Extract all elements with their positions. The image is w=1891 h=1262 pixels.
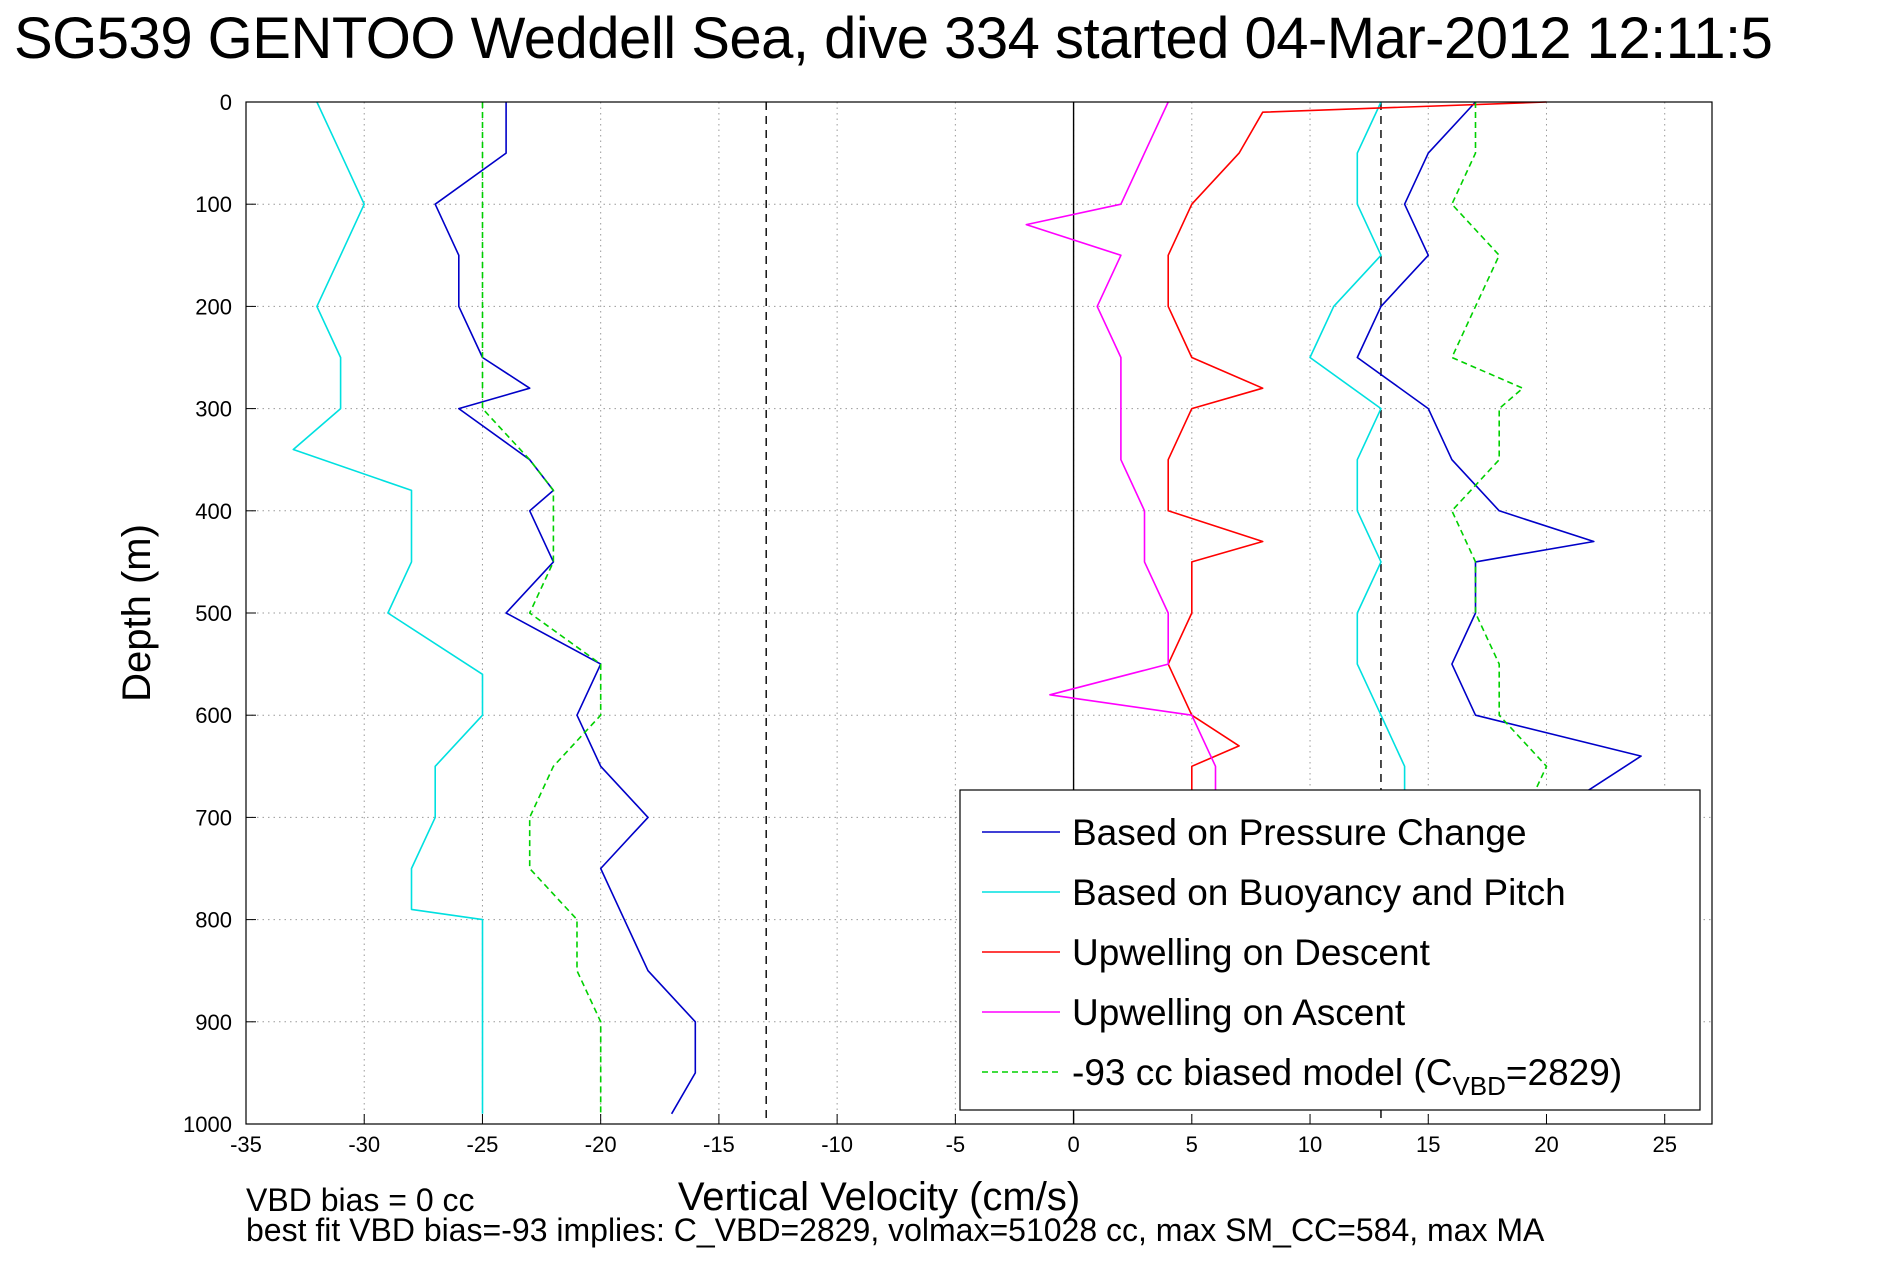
y-tick-label: 900 bbox=[195, 1010, 232, 1035]
x-tick-label: 5 bbox=[1186, 1132, 1198, 1157]
x-tick-label: -30 bbox=[348, 1132, 380, 1157]
y-tick-label: 700 bbox=[195, 805, 232, 830]
series-line bbox=[481, 102, 602, 1114]
y-tick-label: 100 bbox=[195, 192, 232, 217]
legend-label: Based on Pressure Change bbox=[1072, 812, 1527, 853]
y-tick-label: 600 bbox=[195, 703, 232, 728]
footer-line-2: best fit VBD bias=-93 implies: C_VBD=282… bbox=[246, 1212, 1545, 1248]
x-axis-label: Vertical Velocity (cm/s) bbox=[678, 1175, 1080, 1219]
x-tick-label: 10 bbox=[1298, 1132, 1322, 1157]
legend-label: Upwelling on Descent bbox=[1072, 932, 1431, 973]
y-tick-label: 1000 bbox=[183, 1112, 232, 1137]
data-series bbox=[292, 101, 1642, 1115]
x-tick-label: 0 bbox=[1067, 1132, 1079, 1157]
y-tick-label: 800 bbox=[195, 908, 232, 933]
legend-box bbox=[959, 789, 1701, 1111]
x-tick-label: -5 bbox=[946, 1132, 966, 1157]
x-tick-label: -25 bbox=[467, 1132, 499, 1157]
series-line bbox=[434, 102, 697, 1115]
series-line bbox=[292, 101, 484, 1114]
legend-label: -93 cc biased model (CVBD=2829) bbox=[1072, 1052, 1622, 1101]
footer-line-1: VBD bias = 0 cc bbox=[246, 1182, 475, 1218]
legend-label: Based on Buoyancy and Pitch bbox=[1072, 872, 1566, 913]
y-tick-label: 0 bbox=[220, 90, 232, 115]
chart-title: SG539 GENTOO Weddell Sea, dive 334 start… bbox=[14, 6, 1773, 71]
y-tick-label: 500 bbox=[195, 601, 232, 626]
x-tick-label: -35 bbox=[230, 1132, 262, 1157]
legend: Based on Pressure Change Based on Buoyanc… bbox=[959, 789, 1701, 1111]
x-tick-label: -15 bbox=[703, 1132, 735, 1157]
y-tick-label: 300 bbox=[195, 397, 232, 422]
series-line bbox=[1025, 101, 1217, 818]
x-tick-label: 15 bbox=[1416, 1132, 1440, 1157]
x-tick-label: 25 bbox=[1652, 1132, 1676, 1157]
x-axis-ticks: -35 -30 -25 -20 -15 -10 -5 0 5 10 15 20 25 bbox=[230, 1114, 1677, 1157]
y-axis-ticks: 0 100 200 300 400 500 600 700 800 900 1000 bbox=[183, 90, 256, 1137]
series-line bbox=[1309, 101, 1406, 818]
x-tick-label: 20 bbox=[1534, 1132, 1558, 1157]
series-line bbox=[1451, 102, 1548, 818]
x-tick-label: -20 bbox=[585, 1132, 617, 1157]
y-tick-label: 200 bbox=[195, 294, 232, 319]
y-axis-label: Depth (m) bbox=[115, 524, 159, 702]
legend-label: Upwelling on Ascent bbox=[1072, 992, 1406, 1033]
x-tick-label: -10 bbox=[821, 1132, 853, 1157]
y-tick-label: 400 bbox=[195, 499, 232, 524]
